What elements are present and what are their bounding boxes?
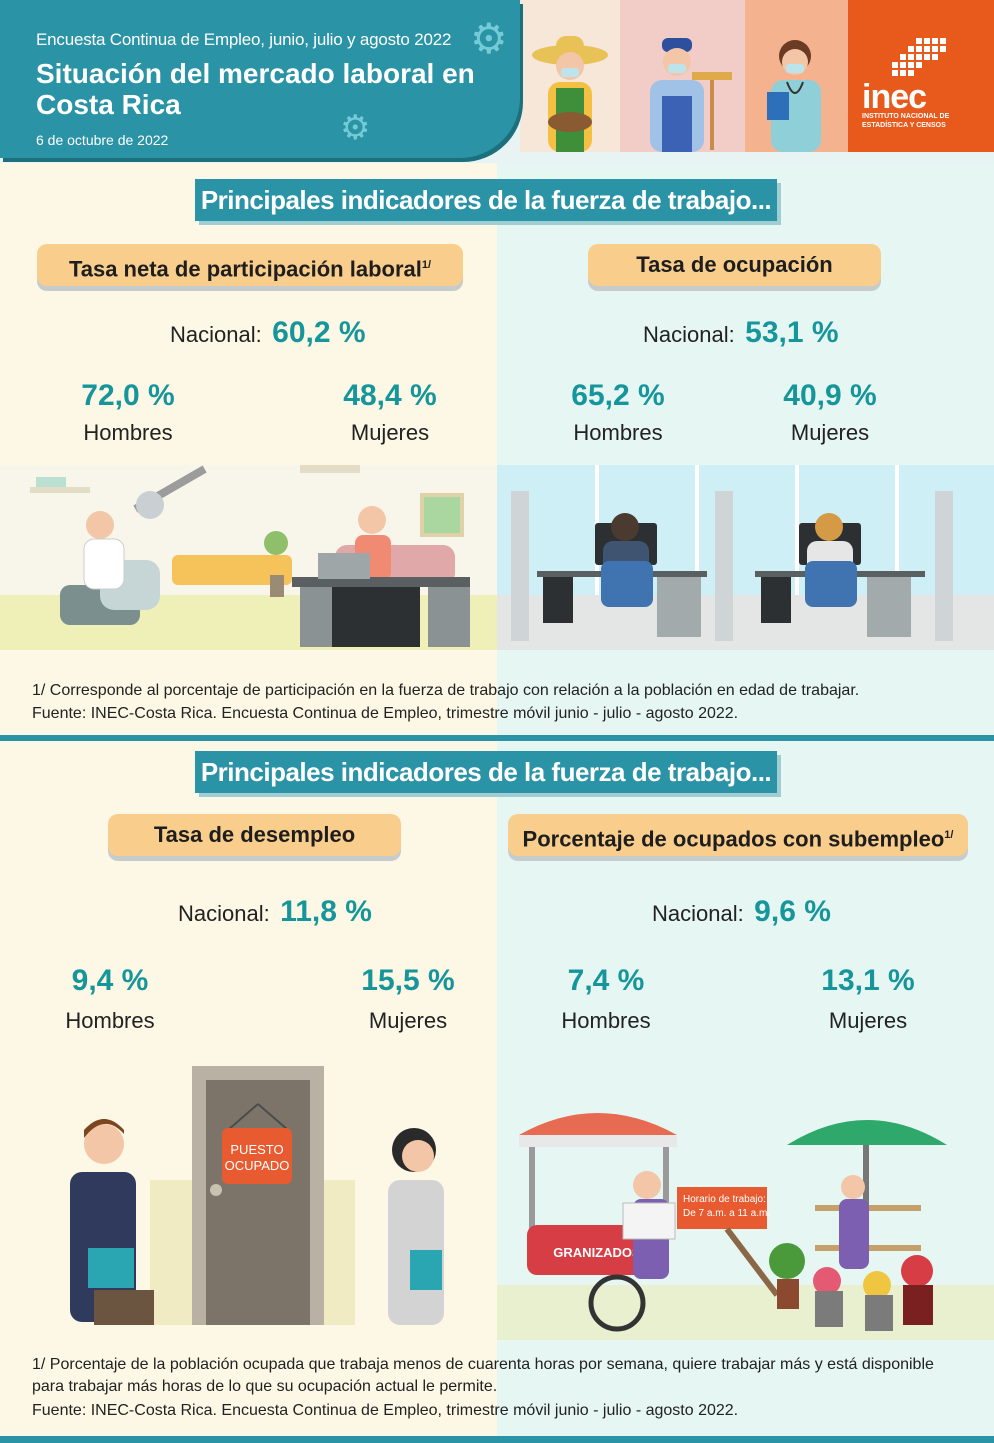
national-value: 53,1 %	[745, 316, 839, 349]
cleaner-panel	[620, 0, 745, 152]
participation-rate-title: Tasa neta de participación laboral1/	[37, 244, 463, 286]
participation-women-value: 48,4 %	[343, 379, 437, 412]
underemployment-women-label: Mujeres	[828, 1008, 908, 1033]
occupation-women-value: 40,9 %	[783, 379, 877, 412]
national-label: Nacional:	[170, 322, 262, 347]
section-divider	[0, 735, 994, 741]
unemployment-national: Nacional: 11,8 %	[178, 895, 372, 929]
survey-line: Encuesta Continua de Empleo, junio, juli…	[36, 30, 452, 49]
schedule-text: Horario de trabajo: De 7 a.m. a 11 a.m.	[683, 1194, 770, 1219]
section1-source: Fuente: INEC-Costa Rica. Encuesta Contin…	[32, 705, 739, 722]
national-label: Nacional:	[652, 901, 744, 926]
participation-national: Nacional: 60,2 %	[170, 316, 366, 350]
underemployment-men-value: 7,4 %	[567, 964, 645, 997]
national-value: 11,8 %	[280, 895, 372, 928]
unemployment-men-label: Hombres	[65, 1008, 155, 1033]
nurse-illustration	[767, 40, 821, 152]
section2-source: Fuente: INEC-Costa Rica. Encuesta Contin…	[32, 1402, 739, 1419]
sign-text: PUESTO OCUPADO	[225, 1142, 290, 1173]
national-label: Nacional:	[178, 901, 270, 926]
underemployment-national: Nacional: 9,6 %	[652, 895, 831, 929]
bottom-bar	[0, 1436, 994, 1443]
title-box: Encuesta Continua de Empleo, junio, juli…	[0, 0, 520, 158]
occupation-men-label: Hombres	[573, 420, 663, 445]
header: inec INSTITUTO NACIONAL DE ESTADÍSTICA Y…	[0, 0, 994, 163]
logo-grid-icon	[892, 38, 946, 76]
inec-logo: inec INSTITUTO NACIONAL DE ESTADÍSTICA Y…	[848, 0, 994, 152]
dentist-office-illustration	[0, 465, 497, 650]
section1-footnote: 1/ Corresponde al porcentaje de particip…	[32, 682, 860, 699]
cart-text: GRANIZADOS	[553, 1245, 641, 1260]
underemployment-title: Porcentaje de ocupados con subempleo1/	[508, 814, 968, 856]
cleaner-illustration	[650, 38, 732, 152]
logo-word: inec	[862, 78, 927, 116]
section2-footnote: 1/ Porcentaje de la población ocupada qu…	[32, 1356, 934, 1395]
occupation-men-value: 65,2 %	[571, 379, 665, 412]
page-title: Situación del mercado laboral en Costa R…	[36, 58, 475, 120]
street-vendors-illustration: GRANIZADOS Horario de trabajo: De 7 a.m. …	[497, 1113, 994, 1340]
unemployment-rate-title: Tasa de desempleo	[108, 814, 401, 856]
national-value: 60,2 %	[272, 316, 366, 349]
farmer-illustration	[532, 36, 608, 152]
national-value: 9,6 %	[754, 895, 831, 928]
footnote-mark: 1/	[421, 259, 432, 271]
underemployment-women-value: 13,1 %	[821, 964, 915, 997]
unemployment-women-value: 15,5 %	[361, 964, 455, 997]
section1-heading: Principales indicadores de la fuerza de …	[195, 179, 777, 221]
participation-men-label: Hombres	[83, 420, 173, 445]
occupation-women-label: Mujeres	[790, 420, 870, 445]
logo-subtitle: INSTITUTO NACIONAL DE ESTADÍSTICA Y CENS…	[862, 113, 950, 129]
gear-icon: ⚙	[340, 109, 371, 147]
national-label: Nacional:	[643, 322, 735, 347]
job-seekers-illustration: PUESTO OCUPADO	[70, 1066, 444, 1325]
section2-heading: Principales indicadores de la fuerza de …	[195, 751, 777, 793]
participation-men-value: 72,0 %	[81, 379, 175, 412]
occupation-rate-title: Tasa de ocupación	[588, 244, 881, 286]
footnote-mark: 1/	[944, 829, 954, 841]
publication-date: 6 de octubre de 2022	[36, 132, 169, 148]
farmer-panel	[520, 0, 620, 152]
unemployment-men-value: 9,4 %	[71, 964, 149, 997]
cubicles-illustration	[497, 465, 994, 650]
nurse-panel	[745, 0, 848, 152]
participation-women-label: Mujeres	[350, 420, 430, 445]
occupation-national: Nacional: 53,1 %	[643, 316, 839, 350]
underemployment-men-label: Hombres	[561, 1008, 651, 1033]
gear-icon: ⚙	[470, 15, 508, 62]
unemployment-women-label: Mujeres	[368, 1008, 448, 1033]
